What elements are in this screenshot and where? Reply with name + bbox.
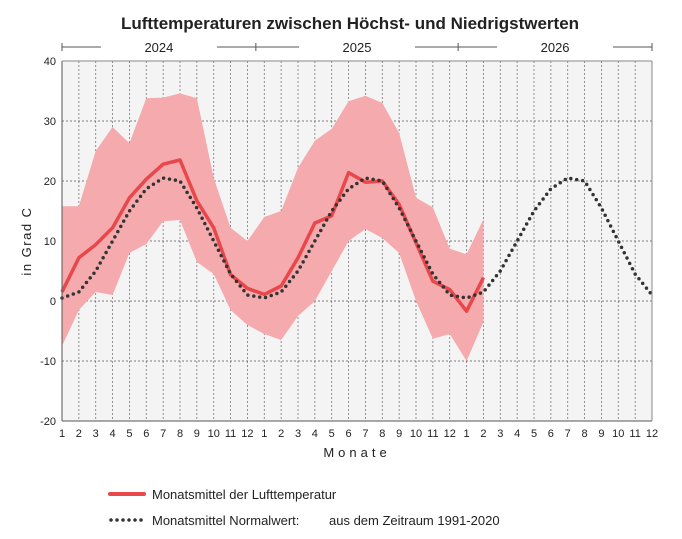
x-tick-label: 5: [329, 428, 335, 440]
x-tick-label: 2: [480, 428, 486, 440]
year-label-2026: 2026: [541, 40, 570, 55]
x-tick-label: 10: [410, 428, 422, 440]
y-ticks: -20 -10 0 10 20 30 40: [40, 56, 56, 428]
x-tick-label: 4: [514, 428, 520, 440]
y-axis-label: in Grad C: [19, 206, 34, 275]
x-tick-label: 4: [312, 428, 318, 440]
x-tick-label: 12: [444, 428, 456, 440]
x-tick-label: 3: [295, 428, 301, 440]
y-tick-label: 30: [44, 116, 56, 128]
x-tick-label: 11: [629, 428, 640, 440]
y-tick-label: 20: [44, 176, 56, 188]
x-tick-label: 6: [548, 428, 554, 440]
x-tick-label: 8: [177, 428, 183, 440]
x-tick-label: 2: [76, 428, 82, 440]
x-tick-label: 12: [646, 428, 658, 440]
x-tick-label: 11: [427, 428, 438, 440]
x-tick-label: 7: [362, 428, 368, 440]
x-tick-label: 3: [93, 428, 99, 440]
y-tick-label: 0: [50, 296, 56, 308]
legend-label-mean: Monatsmittel der Lufttemperatur: [152, 487, 337, 502]
x-tick-label: 10: [208, 428, 220, 440]
year-label-2025: 2025: [343, 40, 372, 55]
x-tick-label: 1: [464, 428, 470, 440]
y-tick-label: -10: [40, 356, 56, 368]
x-axis-label: Monate: [323, 445, 390, 460]
x-tick-label: 8: [582, 428, 588, 440]
x-tick-label: 5: [126, 428, 132, 440]
year-bar: 2024 2025 2026: [61, 40, 653, 55]
x-tick-label: 7: [160, 428, 166, 440]
x-tick-label: 3: [497, 428, 503, 440]
min-max-band: [62, 93, 484, 362]
y-tick-label: -20: [40, 416, 56, 428]
x-tick-label: 1: [261, 428, 267, 440]
x-tick-label: 11: [225, 428, 236, 440]
y-tick-label: 10: [44, 236, 56, 248]
x-tick-label: 1: [59, 428, 65, 440]
x-tick-label: 10: [612, 428, 624, 440]
x-ticks: 1 2 3 4 5 6 7 8 9 10 11 12 1 2 3 4 5 6 7 8 9 10 11 12 1 2 3 4 5 6 7 8 9 1…: [59, 428, 658, 440]
x-tick-label: 9: [396, 428, 402, 440]
x-tick-label: 5: [531, 428, 537, 440]
legend-note-normal: aus dem Zeitraum 1991-2020: [329, 513, 500, 528]
x-tick-label: 6: [346, 428, 352, 440]
legend-label-normal: Monatsmittel Normalwert:: [152, 513, 299, 528]
x-tick-label: 9: [598, 428, 604, 440]
x-tick-label: 12: [241, 428, 253, 440]
year-label-2024: 2024: [144, 40, 173, 55]
series-normal-value: [60, 176, 654, 300]
chart-title: Lufttemperaturen zwischen Höchst- und Ni…: [121, 14, 579, 33]
x-tick-label: 8: [379, 428, 385, 440]
x-tick-label: 6: [143, 428, 149, 440]
x-tick-label: 4: [110, 428, 116, 440]
y-tick-label: 40: [44, 56, 56, 68]
legend: Monatsmittel der Lufttemperatur Monatsmi…: [108, 487, 500, 528]
x-tick-label: 2: [278, 428, 284, 440]
x-tick-label: 7: [565, 428, 571, 440]
x-tick-label: 9: [194, 428, 200, 440]
